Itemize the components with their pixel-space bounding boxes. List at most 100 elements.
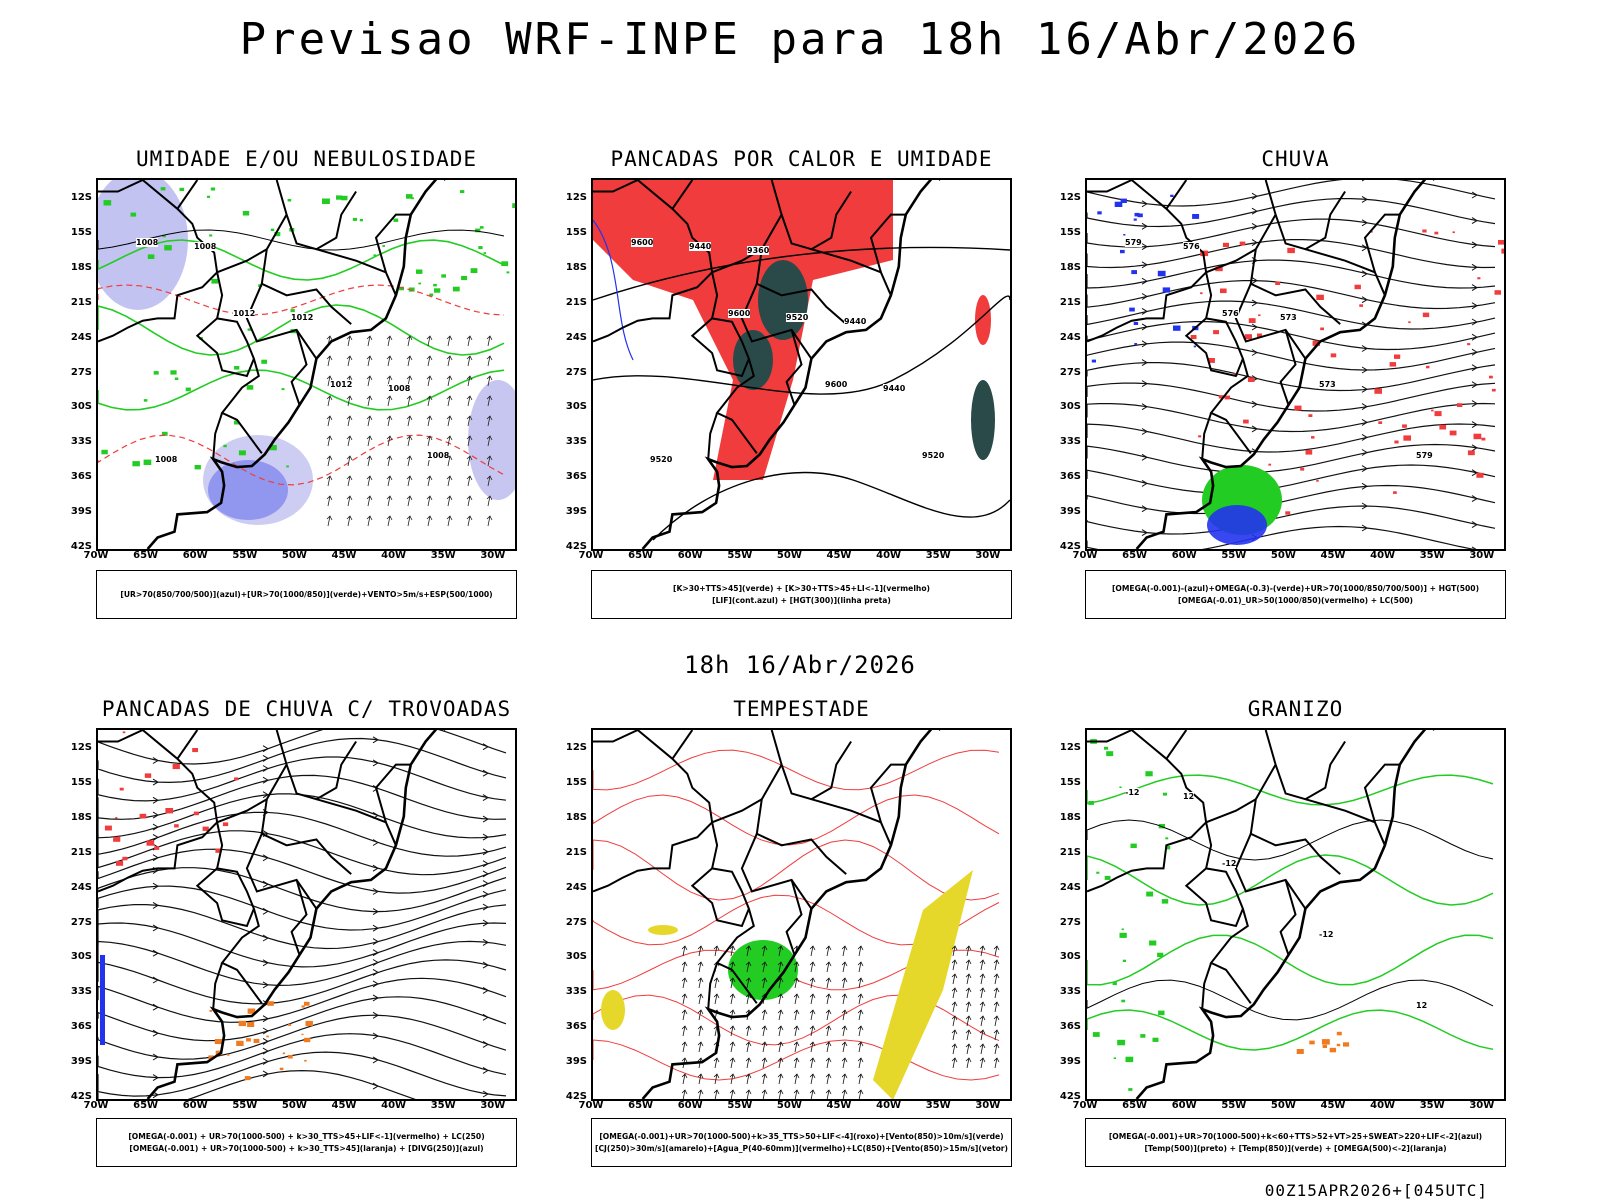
lat-tick-label: 24S — [1059, 881, 1081, 893]
contour-label: 9360 — [747, 246, 770, 255]
panel-title-chuva: CHUVA — [1261, 147, 1330, 171]
lat-tick-label: 18S — [70, 811, 92, 823]
coastline — [146, 180, 446, 549]
coastline — [641, 180, 941, 549]
coastline — [1135, 180, 1435, 549]
lat-tick-label: 33S — [565, 986, 587, 998]
lon-tick-label: 50W — [776, 1100, 802, 1111]
lat-tick-label: 39S — [1059, 1056, 1081, 1068]
lat-tick-label: 30S — [70, 401, 92, 413]
lon-tick-label: 65W — [1122, 1100, 1148, 1111]
lon-tick-label: 65W — [628, 550, 654, 561]
legend-chuva: [OMEGA(-0.001)-(azul)+OMEGA(-0.3)-(verde… — [1085, 570, 1506, 619]
lat-tick-label: 21S — [70, 846, 92, 858]
run-stamp: 00Z15APR2026+[045UTC] — [1264, 1181, 1488, 1200]
lon-tick-label: 30W — [1469, 1100, 1495, 1111]
lon-tick-label: 70W — [83, 1100, 109, 1111]
lon-tick-label: 45W — [331, 1100, 357, 1111]
legend-tempestade: [OMEGA(-0.001)+UR>70(1000-500)+k>35_TTS>… — [591, 1118, 1012, 1167]
lat-tick-label: 36S — [565, 471, 587, 483]
lat-tick-label: 36S — [1059, 471, 1081, 483]
lon-tick-label: 65W — [1122, 550, 1148, 561]
contour-label: 9440 — [883, 384, 906, 393]
coastline — [146, 730, 446, 1099]
coastline — [1135, 730, 1435, 1099]
lat-tick-label: 36S — [565, 1021, 587, 1033]
map-pancadas-calor — [591, 178, 1012, 551]
lon-tick-label: 40W — [381, 550, 407, 561]
lon-tick-label: 60W — [1171, 550, 1197, 561]
lat-tick-label: 15S — [70, 226, 92, 238]
lon-tick-label: 45W — [1320, 550, 1346, 561]
map-granizo — [1085, 728, 1506, 1101]
lon-tick-label: 60W — [677, 1100, 703, 1111]
panel-title-trovoadas: PANCADAS DE CHUVA C/ TROVOADAS — [101, 697, 512, 721]
lon-tick-label: 35W — [925, 1100, 951, 1111]
lon-tick-label: 60W — [1171, 1100, 1197, 1111]
legend-line: [OMEGA(-0.001)-(azul)+OMEGA(-0.3)-(verde… — [1111, 583, 1480, 593]
lon-tick-label: 70W — [1072, 1100, 1098, 1111]
contour-label: 1012 — [291, 313, 314, 322]
contour-label: 1012 — [330, 380, 353, 389]
lat-tick-label: 12S — [1059, 192, 1081, 203]
lat-tick-label: 42S — [565, 541, 587, 552]
lat-tick-label: 33S — [70, 436, 92, 448]
lon-tick-label: 55W — [727, 1100, 753, 1111]
legend-granizo: [OMEGA(-0.001)+UR>70(1000-500)+k<60+TTS>… — [1085, 1118, 1506, 1167]
coastline — [641, 730, 941, 1099]
lat-tick-label: 30S — [565, 401, 587, 413]
lat-tick-label: 21S — [1059, 846, 1081, 858]
lat-tick-label: 33S — [70, 986, 92, 998]
contour-label: 579 — [1125, 238, 1142, 247]
lon-tick-label: 40W — [1370, 1100, 1396, 1111]
lon-tick-label: 50W — [1270, 1100, 1296, 1111]
legend-umidade: [UR>70(850/700/500)](azul)+[UR>70(1000/8… — [96, 570, 517, 619]
lon-tick-label: 40W — [876, 550, 902, 561]
lon-tick-label: 65W — [133, 550, 159, 561]
lon-tick-label: 45W — [331, 550, 357, 561]
lat-tick-label: 27S — [565, 366, 587, 378]
lon-tick-label: 45W — [826, 550, 852, 561]
lat-tick-label: 24S — [70, 331, 92, 343]
lon-tick-label: 30W — [1469, 550, 1495, 561]
contour-label: 9600 — [631, 238, 654, 247]
lat-tick-label: 21S — [565, 846, 587, 858]
field-umidade — [98, 180, 515, 549]
map-chuva — [1085, 178, 1506, 551]
lat-tick-label: 42S — [70, 1091, 92, 1102]
lat-tick-label: 15S — [1059, 776, 1081, 788]
contour-label: 576 — [1222, 309, 1239, 318]
lat-tick-label: 12S — [70, 192, 92, 203]
lat-tick-label: 36S — [1059, 1021, 1081, 1033]
lat-tick-label: 24S — [565, 881, 587, 893]
lat-tick-label: 33S — [1059, 436, 1081, 448]
lat-tick-label: 12S — [1059, 742, 1081, 753]
lon-tick-label: 60W — [677, 550, 703, 561]
lon-tick-label: 30W — [480, 550, 506, 561]
contour-label: 12 — [1416, 1001, 1428, 1010]
lon-tick-label: 35W — [430, 550, 456, 561]
contour-label: 9520 — [922, 451, 945, 460]
lon-tick-label: 70W — [578, 550, 604, 561]
lon-tick-label: 60W — [182, 1100, 208, 1111]
panel-title-tempestade: TEMPESTADE — [733, 697, 870, 721]
lat-tick-label: 18S — [1059, 261, 1081, 273]
lat-tick-label: 27S — [70, 366, 92, 378]
contour-label: 1008 — [136, 238, 159, 247]
legend-line: [OMEGA(-0.001)+UR>70(1000-500)+k>35_TTS>… — [599, 1131, 1004, 1141]
lon-tick-label: 30W — [480, 1100, 506, 1111]
lat-tick-label: 15S — [565, 776, 587, 788]
contour-label: 12 — [1183, 792, 1195, 801]
lat-tick-label: 36S — [70, 471, 92, 483]
contour-label: 9520 — [786, 313, 809, 322]
lat-tick-label: 42S — [1059, 1091, 1081, 1102]
lon-tick-label: 30W — [975, 1100, 1001, 1111]
legend-pancadas-calor: [K>30+TTS>45](verde) + [K>30+TTS>45+LI<-… — [591, 570, 1012, 619]
legend-line: [OMEGA(-0.001)+UR>70(1000-500)+k<60+TTS>… — [1108, 1131, 1483, 1141]
lon-tick-label: 60W — [182, 550, 208, 561]
lat-tick-label: 42S — [70, 541, 92, 552]
map-trovoadas — [96, 728, 517, 1101]
legend-trovoadas: [OMEGA(-0.001) + UR>70(1000-500) + k>30_… — [96, 1118, 517, 1167]
lat-tick-label: 36S — [70, 1021, 92, 1033]
lat-tick-label: 18S — [1059, 811, 1081, 823]
